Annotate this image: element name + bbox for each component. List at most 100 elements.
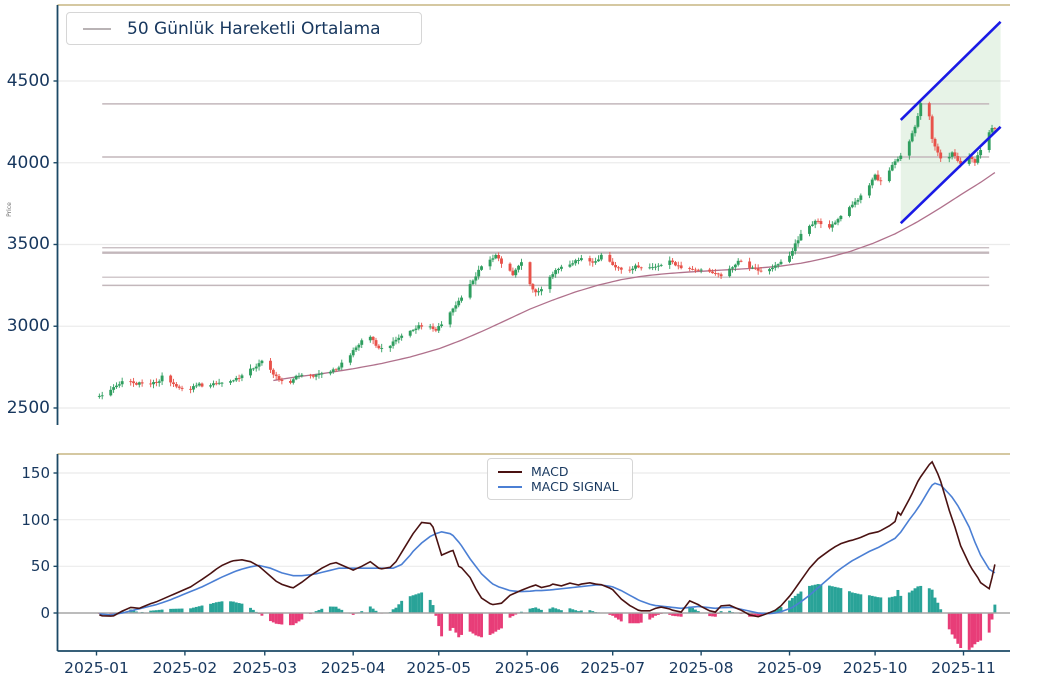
candle-body <box>751 267 754 269</box>
histogram-bar-negative <box>973 613 977 645</box>
histogram-bar-positive <box>174 608 178 613</box>
histogram-bar-positive <box>334 606 338 613</box>
candle-body <box>117 384 121 386</box>
candle-body <box>859 195 863 200</box>
histogram-bar-positive <box>577 611 580 613</box>
candle-body <box>371 336 375 341</box>
histogram-bar-positive <box>397 604 401 613</box>
candle-body <box>391 341 395 346</box>
candle-body <box>471 280 475 285</box>
candle-body <box>688 268 692 270</box>
candle-body <box>314 375 318 377</box>
candle-body <box>120 381 124 385</box>
histogram-bar-positive <box>368 606 372 613</box>
candle-body <box>229 381 232 383</box>
candle-body <box>497 254 501 259</box>
candle-body <box>713 273 717 275</box>
histogram-bar-positive <box>320 608 324 613</box>
candle-body <box>833 222 837 225</box>
histogram-bar-positive <box>879 597 883 613</box>
candle-body <box>149 383 153 385</box>
candle-body <box>417 325 421 329</box>
candle-body <box>274 374 278 377</box>
histogram-bar-negative <box>454 613 458 633</box>
candle-body <box>896 158 900 162</box>
candle-body <box>628 269 632 271</box>
sma50-line <box>273 172 996 382</box>
ma-legend-label: 50 Günlük Hareketli Ortalama <box>127 18 381 39</box>
candle-body <box>887 170 891 182</box>
histogram-bar-positive <box>314 611 318 613</box>
histogram-bar-negative <box>616 613 620 620</box>
histogram-bar-negative <box>676 613 680 617</box>
histogram-bar-positive <box>249 607 252 613</box>
histogram-bar-positive <box>896 589 900 613</box>
histogram-bar-positive <box>528 608 532 613</box>
macd-legend: MACD MACD SIGNAL <box>487 458 633 500</box>
candle-body <box>993 127 997 129</box>
histogram-bar-positive <box>816 584 820 613</box>
histogram-bar-negative <box>753 613 757 617</box>
histogram-bar-positive <box>408 596 412 613</box>
candle-body <box>656 265 660 267</box>
candle-body <box>534 289 538 293</box>
candle-body <box>234 378 238 381</box>
macd-signal-legend-row: MACD SIGNAL <box>498 479 624 494</box>
histogram-bar-positive <box>833 586 837 613</box>
histogram-bar-negative <box>979 613 983 641</box>
candle-body <box>368 336 372 341</box>
candle-body <box>537 291 541 293</box>
candle-body <box>668 260 672 265</box>
macd-ytick-label: 100 <box>21 510 50 529</box>
candle-body <box>157 381 161 383</box>
histogram-bar-positive <box>177 608 181 613</box>
candle-body <box>836 219 840 223</box>
macd-legend-row: MACD <box>498 464 624 479</box>
histogram-bar-positive <box>688 606 692 613</box>
candle-body <box>773 265 777 268</box>
macd-histogram <box>97 584 997 650</box>
histogram-bar-negative <box>280 613 284 625</box>
candle-body <box>870 179 874 186</box>
candle-body <box>711 271 714 274</box>
candle-body <box>348 355 352 363</box>
histogram-bar-positive <box>916 586 920 613</box>
histogram-bar-negative <box>668 613 672 615</box>
histogram-bar-positive <box>899 595 903 613</box>
histogram-bar-positive <box>793 595 797 613</box>
histogram-bar-positive <box>776 608 780 613</box>
candle-body <box>579 258 583 261</box>
xtick-label: 2025-09 <box>757 659 822 677</box>
histogram-bar-negative <box>608 613 612 615</box>
histogram-bar-negative <box>457 613 461 638</box>
trend-channel-upper-line <box>899 20 1002 121</box>
macd-ytick-label: 50 <box>30 557 50 576</box>
histogram-bar-positive <box>149 610 153 613</box>
candle-body <box>728 268 732 277</box>
histogram-bar-positive <box>859 594 863 613</box>
histogram-bar-positive <box>217 601 221 613</box>
histogram-bar-positive <box>154 610 158 613</box>
candle-body <box>876 174 880 181</box>
histogram-bar-positive <box>317 609 321 613</box>
candle-body <box>374 340 378 346</box>
candle-body <box>987 132 991 151</box>
histogram-bar-negative <box>619 613 623 622</box>
candle-body <box>97 395 101 397</box>
candle-body <box>759 270 763 272</box>
candle-body <box>731 267 734 269</box>
candle-body <box>776 264 780 266</box>
candle-body <box>360 340 364 345</box>
candle-body <box>539 289 543 292</box>
macd-signal-line-sample <box>498 485 522 488</box>
histogram-bar-positive <box>534 607 538 613</box>
histogram-bar-negative <box>628 613 632 624</box>
candle-body <box>936 146 940 153</box>
candle-body <box>209 385 213 387</box>
candle-body <box>636 265 640 268</box>
candle-body <box>508 263 512 271</box>
histogram-bar-positive <box>913 588 917 613</box>
candle-body <box>528 262 532 285</box>
candle-body <box>294 375 298 380</box>
